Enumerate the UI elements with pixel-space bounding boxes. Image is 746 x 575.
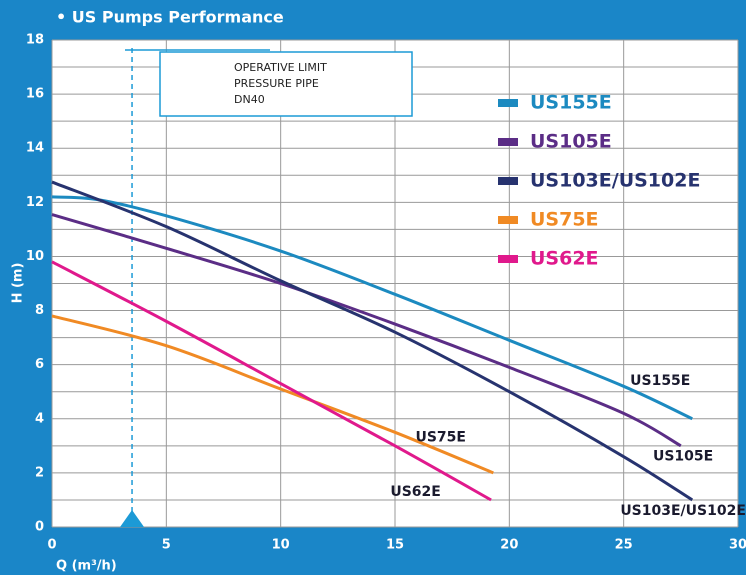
legend-label: US103E/US102E (530, 170, 700, 192)
legend-label: US105E (530, 131, 612, 153)
annotation-box (159, 51, 413, 117)
y-tick-label: 14 (26, 141, 44, 156)
y-tick-label: 10 (26, 249, 44, 264)
curve-label: US62E (390, 484, 441, 500)
legend-label: US62E (530, 248, 599, 270)
y-tick-label: 12 (26, 195, 44, 210)
x-axis-label: Q (m³/h) (56, 559, 117, 574)
legend-label: US75E (530, 209, 599, 231)
legend-swatch (498, 138, 518, 146)
curve (51, 213, 682, 448)
x-tick-label: 10 (272, 538, 290, 553)
curve (51, 314, 494, 475)
curve-label: US105E (653, 449, 713, 465)
legend-swatch (498, 255, 518, 263)
y-tick-label: 8 (35, 303, 44, 318)
y-tick-label: 4 (35, 411, 44, 426)
x-tick-label: 30 (729, 538, 746, 553)
y-tick-label: 6 (35, 357, 44, 372)
curve-label: US75E (415, 430, 466, 446)
curve-label: US155E (630, 373, 690, 389)
chart-title: • US Pumps Performance (56, 8, 284, 27)
legend-swatch (498, 216, 518, 224)
legend-swatch (498, 99, 518, 107)
curve (51, 260, 492, 502)
x-tick-label: 20 (500, 538, 518, 553)
annotation-text: DN40 (234, 93, 265, 106)
legend-label: US155E (530, 92, 612, 114)
y-tick-label: 2 (35, 465, 44, 480)
limit-marker (120, 510, 145, 527)
y-tick-label: 18 (26, 33, 44, 48)
x-tick-label: 25 (615, 538, 633, 553)
y-tick-label: 0 (35, 520, 44, 535)
x-tick-label: 15 (386, 538, 404, 553)
curve-label: US103E/US102E (620, 503, 746, 519)
x-tick-label: 5 (162, 538, 171, 553)
annotation-text: PRESSURE PIPE (234, 77, 319, 90)
annotation-text: OPERATIVE LIMIT (234, 61, 327, 74)
curve (51, 180, 694, 502)
legend-swatch (498, 177, 518, 185)
y-tick-label: 16 (26, 87, 44, 102)
y-axis-label: H (m) (11, 263, 26, 304)
x-tick-label: 0 (47, 538, 56, 553)
curve (51, 195, 693, 421)
